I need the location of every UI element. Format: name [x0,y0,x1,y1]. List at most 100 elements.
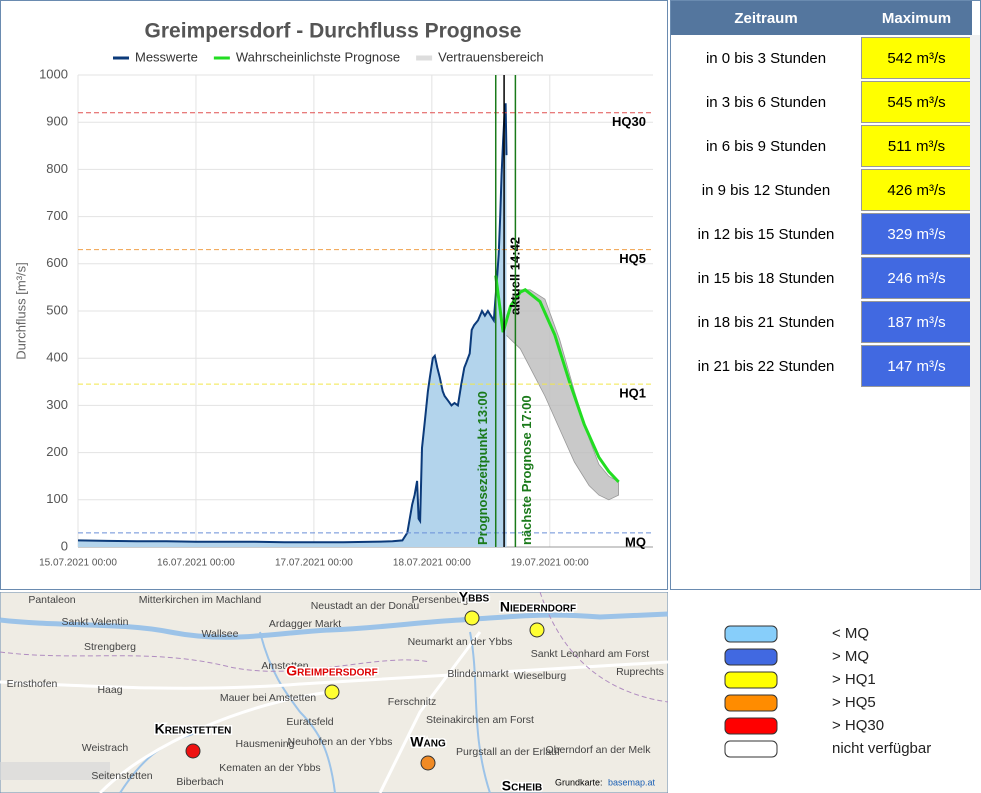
place-label: Mauer bei Amstetten [220,692,316,704]
place-label: Wallsee [202,628,239,640]
place-label: Strengberg [84,641,136,653]
map: Pantaleon Sankt Valentin Strengberg Ernstho… [0,592,668,793]
y-tick-label: 700 [46,208,68,223]
place-label: Euratsfeld [286,716,333,728]
place-label: Neustadt an der Donau [311,600,420,612]
period-cell: in 21 bis 22 Stunden [697,357,835,375]
y-tick-label: 100 [46,491,68,506]
confidence-band [495,275,619,501]
table-row: in 3 bis 6 Stunden 545 m³/s [671,81,972,123]
station-marker [464,610,480,626]
station-label: Krenstetten [155,721,232,737]
period-cell: in 0 bis 3 Stunden [705,49,827,67]
table-row: in 18 bis 21 Stunden 187 m³/s [671,301,972,343]
legend-label: > MQ [832,648,869,665]
scale-bar [0,762,110,780]
station-marker [420,755,436,771]
place-label: Ardagger Markt [269,618,341,630]
place-label: Kematen an der Ybbs [219,762,320,774]
legend-swatch [724,740,778,758]
place-label: Amstetten [261,660,308,672]
period-cell: in 15 bis 18 Stunden [697,269,835,287]
map-credit: Grundkarte: [555,777,603,787]
place-label: Weistrach [82,742,129,754]
chart-title: Greimpersdorf - Durchfluss Prognose [145,20,522,43]
legend-swatch [724,625,778,643]
place-label: Neumarkt an der Ybbs [408,636,513,648]
line [494,275,620,483]
max-cell: 329 m³/s [861,213,972,255]
station-marker [324,684,340,700]
max-cell: 511 m³/s [861,125,972,167]
max-cell: 246 m³/s [861,257,972,299]
legend-swatch [724,671,778,689]
border [0,592,668,703]
legend-swatch [724,694,778,712]
marker-label: Prognosezeitpunkt 13:00 [475,391,490,545]
place-label: Oberndorf an der Melk [545,744,651,756]
max-cell: 426 m³/s [861,169,972,211]
legend-label: > HQ5 [832,694,876,711]
scrollbar[interactable] [970,35,980,589]
chart: Greimpersdorf - Durchfluss Prognose Durc… [0,0,668,590]
period-cell: in 12 bis 15 Stunden [697,225,835,243]
table-row: in 15 bis 18 Stunden 246 m³/s [671,257,972,299]
map-credit-link[interactable]: basemap.at [608,777,656,787]
y-tick-label: 900 [46,114,68,129]
period-cell: in 18 bis 21 Stunden [697,313,835,331]
y-tick-label: 200 [46,444,68,459]
legend-swatch [724,717,778,735]
table-row: in 9 bis 12 Stunden 426 m³/s [671,169,972,211]
y-axis-label: Durchfluss [m³/s] [13,262,28,360]
y-tick-label: 400 [46,350,68,365]
legend-label: > HQ30 [832,717,884,734]
place-label: Ruprechts [616,666,664,678]
place-label: Wieselburg [514,670,567,682]
legend-label: nicht verfügbar [832,740,931,757]
line [77,103,508,544]
river [0,611,668,640]
grid [77,74,653,548]
max-cell: 545 m³/s [861,81,972,123]
x-tick-label: 17.07.2021 00:00 [275,558,353,569]
x-tick-label: 15.07.2021 00:00 [39,558,117,569]
place-label: Persenbeug [412,594,469,606]
x-tick-label: 16.07.2021 00:00 [157,558,235,569]
y-tick-label: 800 [46,161,68,176]
table-row: in 0 bis 3 Stunden 542 m³/s [671,37,972,79]
max-cell: 542 m³/s [861,37,972,79]
place-label: Sankt Leonhard am Forst [531,648,650,660]
y-tick-label: 0 [61,538,68,553]
place-label: Sankt Valentin [62,616,129,628]
table-row: in 6 bis 9 Stunden 511 m³/s [671,125,972,167]
legend-label: > HQ1 [832,671,876,688]
period-cell: in 9 bis 12 Stunden [701,181,831,199]
table: Zeitraum Maximum in 0 bis 3 Stunden 542 m… [671,1,972,389]
station-label: Scheib [502,778,542,793]
station-marker [529,622,545,638]
map-legend: < MQ > MQ > HQ1 > HQ5 > HQ30 nicht verfügbar [724,625,931,758]
max-cell: 147 m³/s [861,345,972,387]
place-label: Haag [97,684,122,696]
y-tick-label: 1000 [39,66,68,81]
threshold-label: HQ5 [619,251,646,266]
legend-label: Messwerte [135,49,198,64]
place-label: Biberbach [176,776,223,788]
station-label: Ybbs [459,592,490,605]
place-label: Purgstall an der Erlauf [456,746,560,758]
place-label: Ernsthofen [7,678,58,690]
threshold-label: MQ [625,534,646,549]
period-cell: in 3 bis 6 Stunden [705,93,827,111]
place-label: Blindenmarkt [447,668,508,680]
table-row: in 21 bis 22 Stunden 147 m³/s [671,345,972,387]
y-tick-label: 500 [46,302,68,317]
legend-label: Wahrscheinlichste Prognose [236,49,400,64]
legend-label: < MQ [832,625,869,642]
area [78,103,507,548]
header-cell: Maximum [861,1,972,35]
threshold-label: HQ30 [612,114,646,129]
chart-frame [0,0,668,590]
place-label: Hausmening [236,738,295,750]
marker-label: nächste Prognose 17:00 [519,395,534,545]
